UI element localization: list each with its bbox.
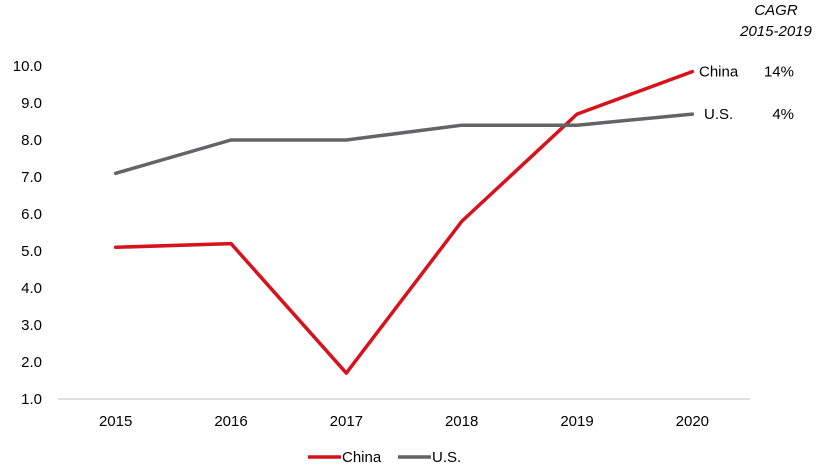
series-end-label: U.S. bbox=[704, 106, 733, 123]
series-line-china bbox=[113, 69, 695, 375]
series-lines bbox=[113, 69, 695, 375]
y-tick-label: 2.0 bbox=[21, 354, 42, 371]
x-axis-ticks: 2015 2016 2017 2018 2019 2020 bbox=[99, 413, 709, 430]
y-tick-label: 5.0 bbox=[21, 243, 42, 260]
x-tick-label: 2018 bbox=[445, 413, 478, 430]
y-tick-label: 3.0 bbox=[21, 317, 42, 334]
legend-label: China bbox=[342, 449, 382, 466]
x-tick-label: 2016 bbox=[214, 413, 247, 430]
y-tick-label: 8.0 bbox=[21, 132, 42, 149]
series-line-us bbox=[113, 112, 695, 176]
cagr-value: 4% bbox=[772, 106, 794, 123]
y-tick-label: 10.0 bbox=[13, 58, 42, 75]
cagr-value: 14% bbox=[764, 64, 794, 81]
x-tick-label: 2017 bbox=[330, 413, 363, 430]
cagr-header-line2: 2015-2019 bbox=[739, 23, 812, 40]
y-axis-ticks: 1.0 2.0 3.0 4.0 5.0 6.0 7.0 8.0 9.0 10.0 bbox=[13, 58, 42, 408]
y-tick-label: 9.0 bbox=[21, 95, 42, 112]
y-tick-label: 4.0 bbox=[21, 280, 42, 297]
x-tick-label: 2015 bbox=[99, 413, 132, 430]
legend-label: U.S. bbox=[432, 449, 461, 466]
cagr-header-line1: CAGR bbox=[754, 2, 798, 19]
y-tick-label: 7.0 bbox=[21, 169, 42, 186]
legend: China U.S. bbox=[308, 449, 461, 466]
series-end-labels: China 14% U.S. 4% bbox=[699, 64, 794, 124]
y-tick-label: 6.0 bbox=[21, 206, 42, 223]
series-end-label: China bbox=[699, 64, 739, 81]
x-tick-label: 2019 bbox=[560, 413, 593, 430]
y-tick-label: 1.0 bbox=[21, 391, 42, 408]
x-tick-label: 2020 bbox=[676, 413, 709, 430]
